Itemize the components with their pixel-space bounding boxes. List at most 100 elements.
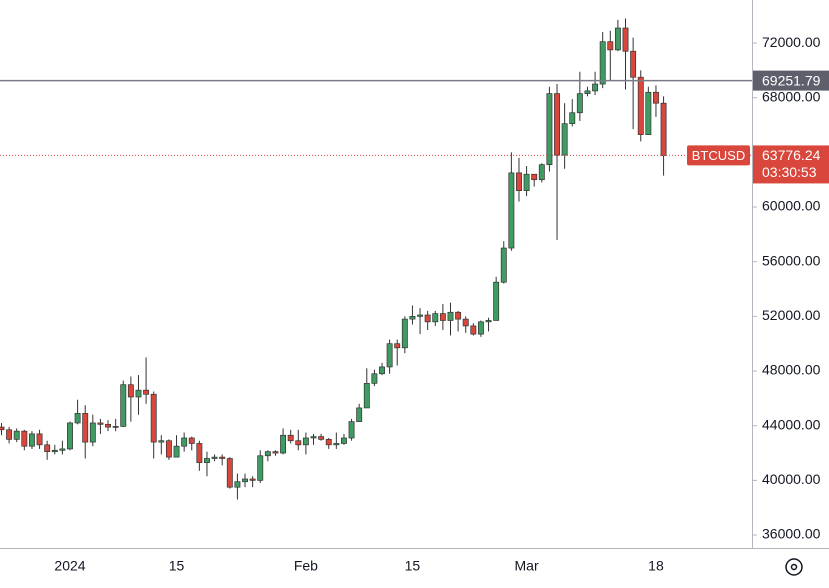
- candle-body: [188, 437, 195, 444]
- x-tick-label: 18: [648, 558, 664, 574]
- candle-body: [660, 102, 667, 156]
- candle-body: [569, 112, 576, 125]
- candle-body: [74, 413, 81, 424]
- candle-body: [82, 413, 89, 443]
- x-tick-label: 15: [405, 558, 421, 574]
- candle-body: [432, 313, 439, 323]
- candle-body: [576, 93, 583, 114]
- candle-body: [447, 311, 454, 321]
- candle-body: [158, 440, 165, 443]
- candle-body: [561, 123, 568, 156]
- countdown-label: 03:30:53: [762, 164, 817, 180]
- candle-body: [28, 433, 35, 447]
- candle-body: [135, 389, 142, 398]
- candle-body: [653, 91, 659, 104]
- candle-body: [485, 320, 492, 323]
- candle-body: [462, 318, 469, 327]
- settings-button[interactable]: [785, 558, 803, 576]
- candle-body: [592, 83, 599, 92]
- candle-body: [181, 437, 188, 447]
- x-tick-label: Feb: [294, 558, 318, 574]
- candle-body: [455, 311, 462, 320]
- x-tick-label: Mar: [515, 558, 539, 574]
- candle-body: [219, 456, 226, 459]
- candle-body: [470, 325, 477, 335]
- candle-body: [637, 76, 644, 135]
- candle-body: [234, 481, 241, 488]
- candle-body: [493, 281, 500, 321]
- candle-body: [89, 422, 96, 443]
- candle-body: [21, 430, 28, 447]
- candle-body: [173, 445, 180, 458]
- candle-body: [280, 434, 287, 454]
- candle-body: [584, 90, 591, 94]
- plot-area: [0, 18, 752, 500]
- price-axis: 36000.00 40000.00 44000.00 48000.00 52000.00…: [687, 34, 829, 542]
- candle-body: [645, 91, 652, 135]
- candle-body: [112, 426, 119, 428]
- candle-body: [417, 314, 424, 317]
- candle-body: [287, 434, 294, 442]
- candle-body: [97, 422, 104, 425]
- candle-body: [500, 247, 507, 283]
- candle-body: [204, 458, 210, 463]
- candle-body: [424, 314, 431, 323]
- candle-body: [165, 440, 172, 458]
- candle-body: [356, 407, 363, 422]
- candle-body: [59, 448, 66, 451]
- candle-body: [196, 443, 203, 463]
- candle-body: [333, 443, 340, 446]
- candle-body: [150, 393, 157, 443]
- candle-body: [386, 343, 393, 368]
- candle-body: [523, 173, 530, 191]
- y-tick-label: 60000.00: [762, 198, 821, 214]
- candle-body: [226, 458, 233, 488]
- candle-body: [439, 313, 446, 321]
- price-line-tag: [753, 70, 829, 91]
- candle-body: [249, 478, 256, 481]
- candle-body: [554, 93, 560, 156]
- candle-body: [348, 421, 355, 439]
- candle-body: [36, 433, 43, 446]
- candle-body: [516, 172, 522, 191]
- candle-body: [401, 318, 408, 349]
- candle-body: [310, 436, 317, 439]
- candle-body: [295, 440, 302, 446]
- settings-icon-dot: [790, 563, 798, 571]
- candle-body: [105, 423, 111, 428]
- candle-body: [143, 389, 150, 395]
- x-tick-label: 2024: [54, 558, 85, 574]
- y-tick-label: 56000.00: [762, 252, 821, 268]
- candle-body: [409, 316, 416, 320]
- candle-body: [630, 50, 637, 78]
- candle-body: [51, 449, 58, 453]
- candle-body: [394, 343, 401, 349]
- y-tick-label: 72000.00: [762, 34, 821, 50]
- candle-body: [120, 384, 127, 427]
- candle-body: [363, 382, 370, 409]
- candle-body: [379, 366, 385, 375]
- y-tick-label: 40000.00: [762, 471, 821, 487]
- candle-body: [538, 164, 545, 181]
- candle-body: [341, 437, 347, 444]
- candle-body: [508, 172, 515, 249]
- candle-body: [371, 373, 378, 384]
- candle-body: [272, 451, 279, 454]
- candle-body: [318, 436, 325, 440]
- candle-body: [127, 384, 134, 398]
- candle-body: [477, 321, 484, 335]
- price-line-label: 69251.79: [762, 72, 821, 88]
- candle-body: [13, 430, 20, 440]
- candle-body: [6, 429, 13, 440]
- candle-body: [622, 27, 629, 52]
- symbol-tag: [687, 145, 750, 166]
- y-tick-label: 44000.00: [762, 416, 821, 432]
- candle-body: [325, 439, 332, 446]
- y-tick-label: 68000.00: [762, 88, 821, 104]
- symbol-label: BTCUSD: [692, 148, 745, 163]
- candle-body: [614, 27, 621, 51]
- y-tick-label: 36000.00: [762, 526, 821, 542]
- y-tick-label: 48000.00: [762, 362, 821, 378]
